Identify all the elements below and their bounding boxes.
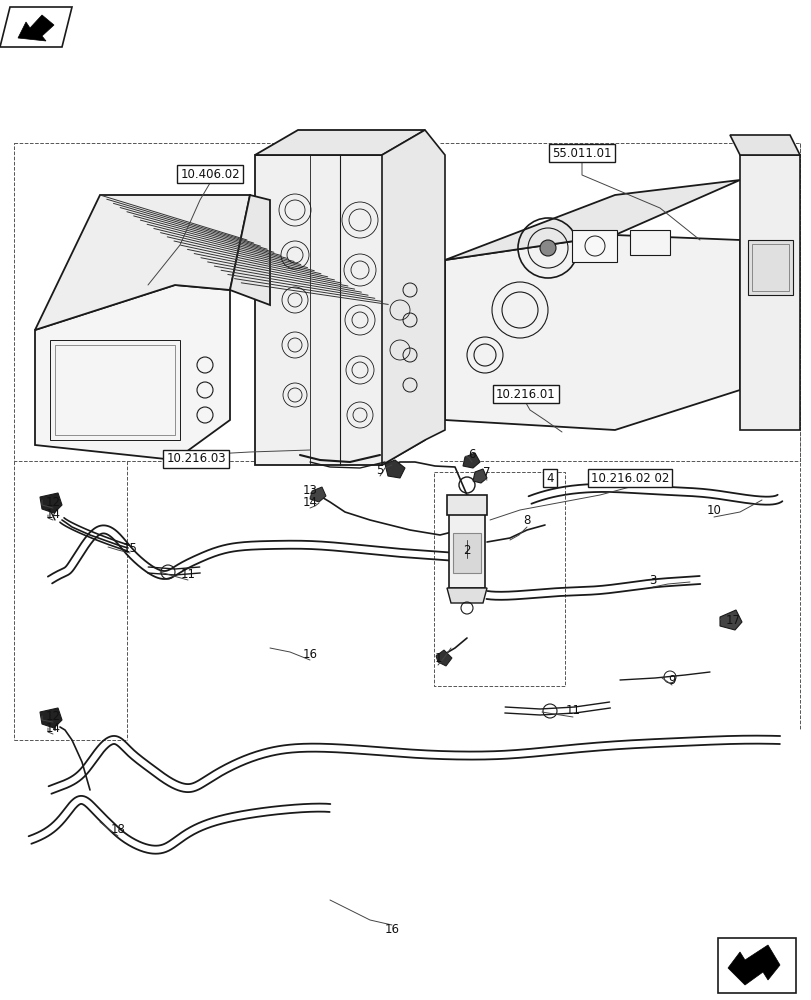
Bar bbox=[55, 345, 175, 435]
Bar bbox=[50, 340, 180, 440]
Polygon shape bbox=[381, 130, 444, 465]
Circle shape bbox=[539, 240, 556, 256]
Text: 10.406.02: 10.406.02 bbox=[180, 168, 239, 181]
Text: 10.216.02 02: 10.216.02 02 bbox=[590, 472, 668, 485]
Text: 11: 11 bbox=[180, 568, 195, 582]
Polygon shape bbox=[384, 460, 405, 478]
Text: 11: 11 bbox=[564, 704, 580, 716]
Text: 13: 13 bbox=[303, 484, 317, 496]
Bar bbox=[751, 244, 788, 291]
Bar bbox=[717, 938, 795, 993]
Text: 12: 12 bbox=[45, 495, 61, 508]
Text: 1: 1 bbox=[434, 652, 441, 666]
Text: 55.011.01: 55.011.01 bbox=[551, 147, 611, 160]
Bar bbox=[446, 495, 487, 515]
Text: 2: 2 bbox=[463, 544, 470, 556]
Polygon shape bbox=[18, 15, 54, 41]
Text: 14: 14 bbox=[45, 508, 61, 522]
Polygon shape bbox=[310, 487, 325, 502]
Polygon shape bbox=[40, 708, 62, 728]
Polygon shape bbox=[436, 650, 452, 666]
Polygon shape bbox=[255, 155, 424, 465]
Polygon shape bbox=[0, 7, 72, 47]
Polygon shape bbox=[230, 195, 270, 305]
Text: 4: 4 bbox=[546, 472, 553, 485]
Text: 15: 15 bbox=[122, 542, 137, 554]
Text: 10: 10 bbox=[706, 504, 720, 516]
Polygon shape bbox=[719, 610, 741, 630]
Text: 9: 9 bbox=[667, 674, 675, 686]
Bar bbox=[629, 230, 669, 255]
Polygon shape bbox=[255, 130, 424, 155]
Text: 10.216.01: 10.216.01 bbox=[496, 387, 556, 400]
Bar bbox=[571, 230, 616, 262]
Text: 6: 6 bbox=[468, 448, 475, 462]
Text: 7: 7 bbox=[483, 466, 490, 480]
Polygon shape bbox=[35, 285, 230, 460]
Polygon shape bbox=[729, 135, 799, 155]
Polygon shape bbox=[739, 155, 799, 430]
Polygon shape bbox=[473, 469, 487, 483]
Text: 16: 16 bbox=[384, 923, 399, 936]
Polygon shape bbox=[444, 235, 739, 430]
Bar bbox=[747, 240, 792, 295]
Bar bbox=[453, 533, 480, 573]
Polygon shape bbox=[444, 180, 739, 260]
Text: 10.216.03: 10.216.03 bbox=[166, 452, 225, 466]
Polygon shape bbox=[40, 493, 62, 513]
Text: 12: 12 bbox=[45, 710, 61, 722]
Polygon shape bbox=[462, 453, 479, 468]
Polygon shape bbox=[35, 195, 250, 330]
Text: 18: 18 bbox=[110, 823, 125, 836]
Text: 8: 8 bbox=[522, 514, 530, 526]
Text: 14: 14 bbox=[45, 722, 61, 736]
Polygon shape bbox=[446, 588, 487, 603]
Polygon shape bbox=[727, 945, 779, 985]
Bar bbox=[448, 513, 484, 588]
Text: 3: 3 bbox=[649, 574, 656, 586]
Text: 17: 17 bbox=[724, 613, 740, 626]
Text: 5: 5 bbox=[375, 464, 384, 477]
Text: 14: 14 bbox=[303, 496, 317, 510]
Text: 16: 16 bbox=[303, 648, 317, 662]
